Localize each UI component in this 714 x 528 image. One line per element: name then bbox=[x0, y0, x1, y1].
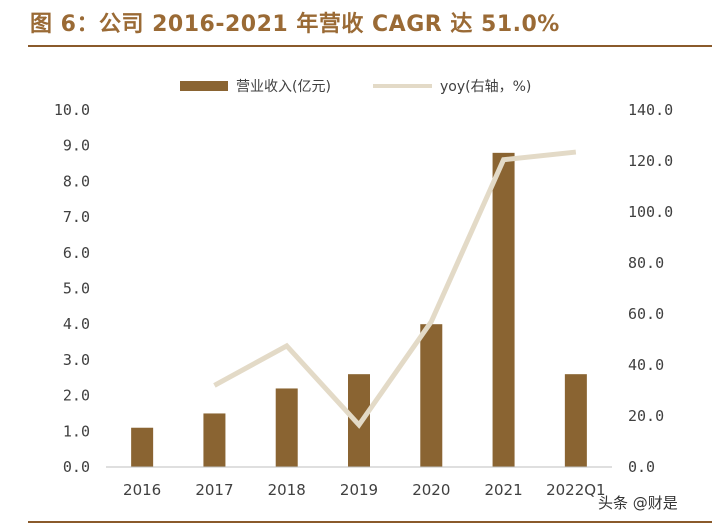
x-tick-label: 2016 bbox=[123, 481, 161, 499]
right-tick-label: 40.0 bbox=[628, 356, 664, 374]
left-tick-label: 7.0 bbox=[63, 208, 90, 226]
x-tick-label: 2022Q1 bbox=[546, 481, 606, 499]
right-tick-label: 100.0 bbox=[628, 203, 673, 221]
bar bbox=[492, 152, 515, 467]
right-tick-label: 20.0 bbox=[628, 407, 664, 425]
left-tick-label: 1.0 bbox=[63, 422, 90, 440]
bar bbox=[203, 413, 226, 467]
bar bbox=[131, 427, 154, 467]
right-tick-label: 60.0 bbox=[628, 305, 664, 323]
legend: 营业收入(亿元) yoy(右轴，%) bbox=[180, 79, 531, 95]
x-tick-label: 2020 bbox=[412, 481, 450, 499]
left-tick-label: 9.0 bbox=[63, 137, 90, 155]
left-tick-label: 6.0 bbox=[63, 244, 90, 262]
left-axis: 0.0 1.0 2.0 3.0 4.0 5.0 6.0 7.0 8.0 9.0 10.0 bbox=[54, 101, 90, 476]
bar-series bbox=[131, 152, 587, 467]
legend-label-yoy: yoy(右轴，%) bbox=[440, 79, 531, 95]
watermark: 头条 @财是 bbox=[598, 494, 678, 512]
chart-title: 图 6：公司 2016-2021 年营收 CAGR 达 51.0% bbox=[30, 12, 560, 37]
right-tick-label: 0.0 bbox=[628, 458, 655, 476]
yoy-line-series bbox=[213, 149, 577, 429]
bar bbox=[420, 324, 443, 467]
x-tick-label: 2018 bbox=[268, 481, 306, 499]
left-tick-label: 0.0 bbox=[63, 458, 90, 476]
right-axis: 0.0 20.0 40.0 60.0 80.0 100.0 120.0 140.0 bbox=[628, 101, 673, 476]
right-tick-label: 80.0 bbox=[628, 254, 664, 272]
x-tick-label: 2019 bbox=[340, 481, 378, 499]
left-tick-label: 8.0 bbox=[63, 172, 90, 190]
x-tick-label: 2017 bbox=[195, 481, 233, 499]
left-tick-label: 3.0 bbox=[63, 351, 90, 369]
legend-bar-swatch bbox=[180, 81, 228, 91]
x-tick-label: 2021 bbox=[484, 481, 522, 499]
right-tick-label: 140.0 bbox=[628, 101, 673, 119]
left-tick-label: 5.0 bbox=[63, 280, 90, 298]
legend-label-revenue: 营业收入(亿元) bbox=[236, 79, 331, 95]
bar bbox=[275, 388, 298, 467]
right-tick-label: 120.0 bbox=[628, 152, 673, 170]
left-tick-label: 2.0 bbox=[63, 387, 90, 405]
bar bbox=[564, 374, 587, 467]
x-axis: 2016 2017 2018 2019 2020 2021 2022Q1 bbox=[123, 481, 606, 499]
bottom-rule bbox=[28, 521, 712, 523]
left-tick-label: 10.0 bbox=[54, 101, 90, 119]
title-rule bbox=[28, 45, 712, 47]
yoy-line bbox=[213, 149, 577, 429]
left-tick-label: 4.0 bbox=[63, 315, 90, 333]
